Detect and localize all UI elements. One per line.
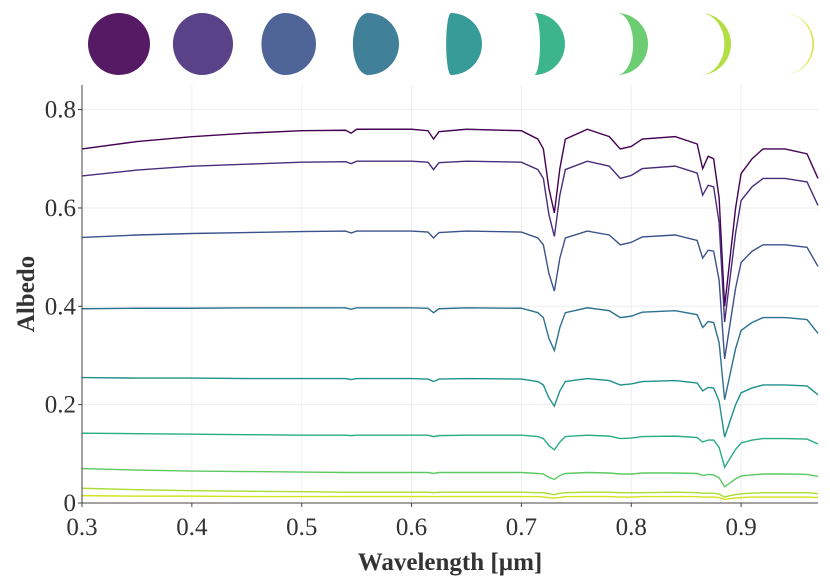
y-tick-label: 0.4	[45, 293, 77, 320]
phase-icon	[534, 13, 565, 75]
series-line	[81, 487, 819, 498]
phase-icons	[88, 13, 814, 75]
x-tick-label: 0.6	[396, 514, 427, 541]
y-tick-label: 0.6	[45, 195, 76, 222]
y-axis-label: Albedo	[13, 256, 40, 332]
x-tick-label: 0.7	[506, 514, 537, 541]
series-line	[81, 494, 819, 501]
x-tick-label: 0.3	[66, 514, 97, 541]
phase-icon	[172, 13, 233, 75]
series-line	[81, 376, 819, 438]
y-tick-label: 0	[64, 490, 77, 517]
phase-icon	[783, 13, 814, 75]
x-tick-label: 0.4	[176, 514, 208, 541]
x-axis-label: Wavelength [µm]	[358, 549, 543, 576]
plot-lines	[81, 128, 819, 501]
series-line	[81, 307, 819, 400]
phase-icon	[446, 13, 482, 75]
y-tick-label: 0.2	[45, 392, 76, 419]
series-line	[81, 467, 819, 488]
phase-icon	[88, 13, 150, 75]
phase-icon	[261, 13, 316, 75]
series-line	[81, 128, 819, 307]
series-line	[81, 432, 819, 469]
x-tick-label: 0.5	[286, 514, 317, 541]
x-tick-label: 0.8	[616, 514, 647, 541]
x-tick-label: 0.9	[725, 514, 756, 541]
series-line	[81, 230, 819, 360]
phase-icon	[700, 13, 731, 75]
y-tick-label: 0.8	[45, 97, 76, 124]
phase-icon	[352, 13, 399, 75]
series-line	[81, 160, 819, 323]
phase-icon	[617, 13, 648, 75]
